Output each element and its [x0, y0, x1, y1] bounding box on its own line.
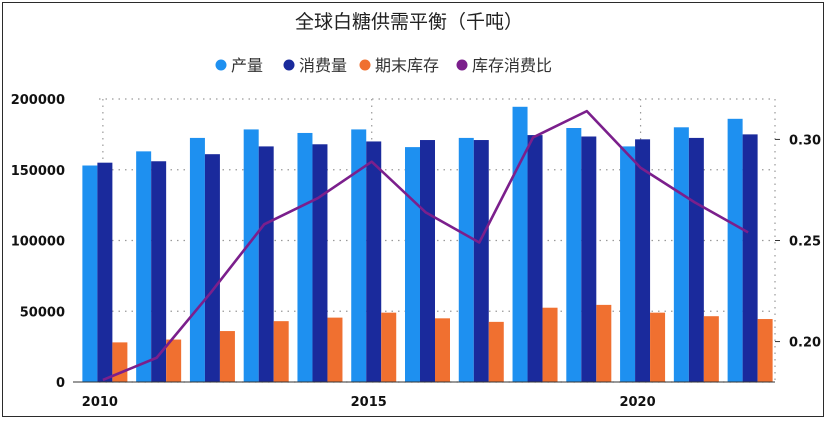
y-left-tick-2: 100000 [11, 235, 65, 250]
bar-0-3 [243, 129, 259, 382]
bar-0-0 [82, 165, 98, 382]
y-left-tick-4: 200000 [11, 93, 65, 108]
bar-0-1 [136, 151, 152, 382]
bar-1-7 [473, 140, 489, 382]
bar-0-2 [189, 137, 205, 382]
bar-1-11 [688, 137, 704, 382]
y-left-tick-0: 0 [56, 376, 65, 391]
bar-0-6 [405, 147, 420, 382]
bar-0-8 [512, 106, 528, 382]
bar-1-3 [258, 146, 274, 382]
x-tick-2: 2020 [619, 395, 655, 410]
bar-0-7 [458, 137, 474, 382]
bar-2-11 [703, 316, 719, 382]
bar-2-9 [596, 304, 612, 382]
y-right-tick-2: 0.30 [789, 133, 821, 148]
bar-2-8 [542, 307, 558, 382]
bar-2-10 [650, 312, 666, 382]
line-ratio [102, 109, 749, 382]
bar-1-1 [151, 161, 167, 382]
bar-2-6 [435, 318, 450, 382]
legend-marker-2 [359, 59, 371, 71]
y-left-tick-1: 50000 [20, 305, 65, 320]
y-right-tick-1: 0.25 [789, 235, 821, 250]
legend-marker-3 [456, 59, 468, 71]
bar-1-10 [635, 139, 651, 382]
bar-0-4 [297, 132, 313, 382]
bar-1-2 [204, 154, 220, 382]
line-series [102, 109, 749, 382]
bar-0-10 [620, 146, 636, 382]
chart-svg: 全球白糖供需平衡（千吨） 产量 消费量 期末库存 库存消费比 0 50000 100000… [11, 11, 821, 410]
legend: 产量 消费量 期末库存 库存消费比 [215, 56, 552, 75]
bar-2-1 [166, 339, 182, 382]
legend-label-2: 期末库存 [375, 56, 439, 75]
axes: 0 50000 100000 150000 200000 0.20 0.25 0.30 2010… [11, 93, 821, 410]
bars [82, 106, 773, 382]
bar-0-12 [727, 118, 743, 382]
bar-1-6 [420, 140, 435, 382]
bar-2-4 [327, 317, 343, 382]
bar-2-7 [488, 321, 504, 382]
bar-0-9 [566, 128, 582, 382]
bar-2-5 [381, 312, 397, 382]
legend-label-3: 库存消费比 [472, 56, 552, 75]
chart-title: 全球白糖供需平衡（千吨） [295, 11, 523, 33]
bar-0-5 [351, 129, 367, 382]
x-tick-0: 2010 [82, 395, 118, 410]
legend-label-1: 消费量 [299, 56, 347, 75]
legend-marker-0 [215, 59, 227, 71]
bar-0-11 [673, 127, 689, 382]
bar-2-3 [273, 321, 289, 382]
legend-marker-1 [283, 59, 295, 71]
x-tick-1: 2015 [351, 395, 387, 410]
legend-label-0: 产量 [231, 56, 263, 75]
y-left-tick-3: 150000 [11, 164, 65, 179]
bar-2-2 [219, 331, 235, 382]
bar-1-0 [97, 162, 113, 382]
bar-1-8 [527, 135, 543, 382]
chart-frame: 全球白糖供需平衡（千吨） 产量 消费量 期末库存 库存消费比 0 50000 100000… [2, 2, 824, 417]
bar-1-9 [581, 136, 597, 382]
bar-2-12 [757, 319, 773, 382]
y-right-tick-0: 0.20 [789, 336, 821, 351]
bar-1-12 [742, 134, 758, 382]
bar-1-5 [366, 141, 382, 382]
bar-1-4 [312, 144, 328, 382]
